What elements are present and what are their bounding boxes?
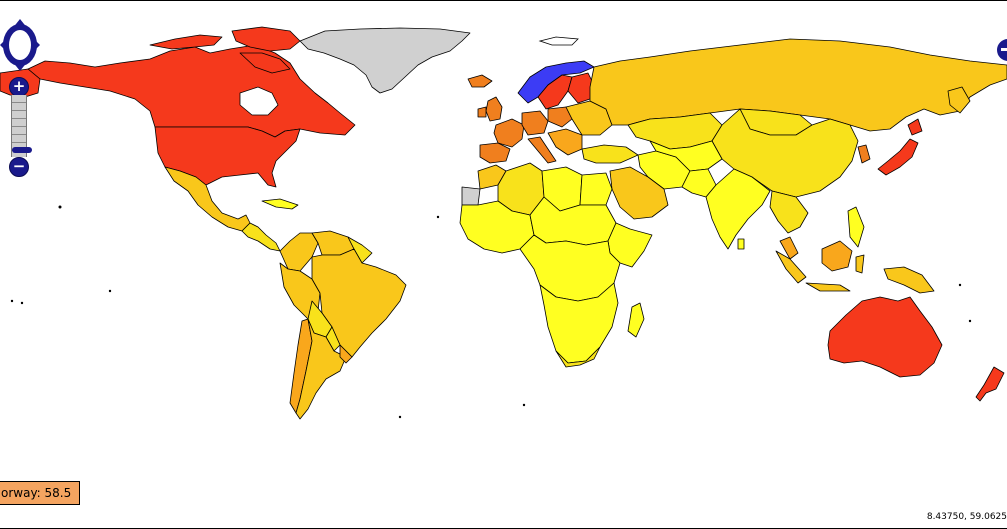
country-germany[interactable] bbox=[521, 110, 549, 136]
country-indonesia-java[interactable] bbox=[805, 282, 851, 292]
island-dot bbox=[58, 205, 62, 209]
island-dot bbox=[436, 215, 440, 219]
country-canada-island-2[interactable] bbox=[239, 52, 291, 74]
country-canada-arctic-islands[interactable] bbox=[149, 34, 223, 50]
country-cuba[interactable] bbox=[261, 198, 299, 210]
country-new-guinea[interactable] bbox=[883, 266, 935, 294]
country-korea[interactable] bbox=[857, 144, 871, 164]
pan-arrows-icon[interactable] bbox=[0, 19, 40, 71]
zoom-out-button[interactable]: − bbox=[9, 157, 29, 177]
island-dot bbox=[522, 403, 526, 407]
country-iberia[interactable] bbox=[479, 142, 511, 164]
country-western-sahara[interactable] bbox=[461, 186, 481, 206]
mouse-position-readout: 8.43750, 59.0625 bbox=[926, 512, 1007, 522]
hover-tooltip: orway: 58.5 bbox=[0, 481, 81, 505]
country-southern-africa[interactable] bbox=[539, 282, 619, 364]
country-peru[interactable] bbox=[279, 262, 321, 320]
country-indonesia-sumatra[interactable] bbox=[775, 250, 807, 284]
country-philippines[interactable] bbox=[847, 206, 865, 248]
country-sri-lanka[interactable] bbox=[737, 238, 745, 250]
country-france[interactable] bbox=[493, 118, 525, 148]
island-dot bbox=[398, 415, 402, 419]
zoom-out-icon[interactable] bbox=[997, 39, 1007, 61]
country-guyanas[interactable] bbox=[347, 236, 373, 264]
country-argentina[interactable] bbox=[295, 318, 347, 420]
country-southeast-asia[interactable] bbox=[769, 190, 809, 234]
country-central-asia[interactable] bbox=[649, 140, 723, 172]
country-uruguay[interactable] bbox=[339, 344, 353, 364]
island-dot bbox=[10, 299, 14, 303]
country-russia-kamchatka[interactable] bbox=[947, 86, 971, 114]
country-turkey[interactable] bbox=[581, 144, 639, 164]
country-ireland[interactable] bbox=[477, 106, 487, 118]
country-norway[interactable] bbox=[517, 60, 595, 104]
country-canada[interactable] bbox=[27, 44, 356, 138]
country-balkans[interactable] bbox=[547, 128, 583, 156]
country-sulawesi[interactable] bbox=[855, 254, 865, 274]
country-mexico[interactable] bbox=[164, 166, 251, 232]
country-borneo[interactable] bbox=[821, 240, 853, 272]
country-greenland[interactable] bbox=[299, 27, 471, 94]
country-madagascar[interactable] bbox=[627, 302, 645, 338]
country-malaysia[interactable] bbox=[779, 236, 799, 260]
pan-control[interactable] bbox=[0, 19, 40, 71]
hudson-bay bbox=[239, 86, 279, 116]
country-japan[interactable] bbox=[877, 138, 919, 176]
country-italy[interactable] bbox=[527, 136, 557, 164]
country-uk[interactable] bbox=[485, 96, 503, 122]
country-japan-hokkaido[interactable] bbox=[907, 118, 923, 136]
minus-glyph bbox=[1001, 48, 1007, 51]
island-dot bbox=[968, 319, 972, 323]
island-dot bbox=[958, 283, 962, 287]
country-new-zealand[interactable] bbox=[975, 366, 1005, 402]
country-south-africa[interactable] bbox=[555, 346, 601, 368]
country-india[interactable] bbox=[705, 168, 771, 250]
zoom-bar: + − bbox=[8, 77, 32, 177]
island-dot bbox=[108, 289, 112, 293]
country-saudi-arabia[interactable] bbox=[609, 166, 669, 220]
country-iceland[interactable] bbox=[467, 74, 493, 88]
zoom-slider-handle[interactable] bbox=[12, 147, 32, 153]
country-central-america[interactable] bbox=[241, 222, 281, 252]
zoom-in-button[interactable]: + bbox=[9, 77, 29, 97]
country-canada-baffin[interactable] bbox=[231, 26, 301, 52]
island-dot bbox=[20, 301, 24, 305]
country-egypt[interactable] bbox=[579, 172, 613, 206]
zoom-slider-track[interactable] bbox=[11, 95, 32, 157]
country-australia[interactable] bbox=[827, 296, 943, 378]
svalbard bbox=[538, 36, 579, 46]
country-poland[interactable] bbox=[547, 106, 573, 128]
